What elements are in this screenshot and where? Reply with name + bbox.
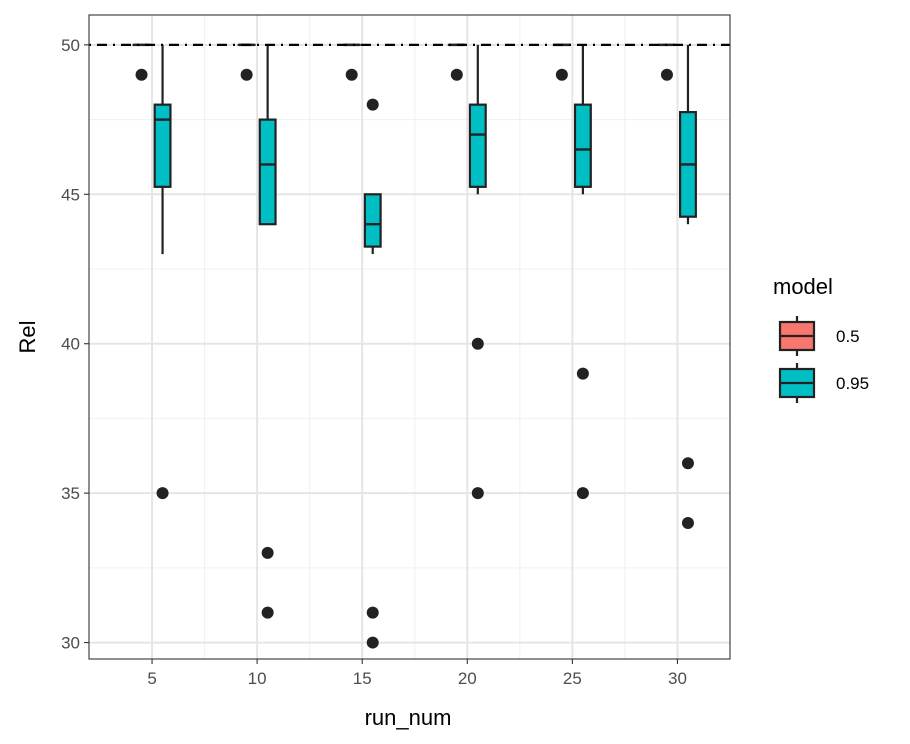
x-tick-label: 25 bbox=[563, 669, 582, 688]
outlier-point bbox=[261, 606, 274, 619]
outlier-point bbox=[681, 517, 694, 530]
y-tick-label: 50 bbox=[61, 36, 80, 55]
panel-border bbox=[88, 14, 731, 660]
outlier-point bbox=[555, 68, 568, 81]
legend-key-0.5: 0.5 bbox=[778, 316, 860, 356]
plot-panel bbox=[88, 14, 731, 660]
box-iqr bbox=[258, 118, 277, 226]
y-tick-label: 35 bbox=[61, 484, 80, 503]
box-iqr bbox=[363, 193, 382, 248]
boxplot-0.95-15.5 bbox=[363, 98, 382, 649]
legend-label-0.95: 0.95 bbox=[836, 374, 869, 393]
outlier-point bbox=[345, 68, 358, 81]
series-layer bbox=[132, 43, 697, 649]
outlier-point bbox=[240, 68, 253, 81]
boxplot-0.95-5.5 bbox=[153, 44, 172, 500]
series-0.95 bbox=[153, 44, 697, 649]
legend-keys: 0.5 0.95 bbox=[778, 316, 869, 403]
legend: model 0.5 0.95 bbox=[773, 274, 869, 403]
grid-minor bbox=[89, 15, 730, 659]
x-axis-title: run_num bbox=[365, 705, 452, 730]
x-tick-label: 10 bbox=[248, 669, 267, 688]
outlier-point bbox=[450, 68, 463, 81]
y-axis-title: Rel bbox=[15, 320, 40, 353]
x-tick-label: 5 bbox=[147, 669, 156, 688]
outlier-point bbox=[135, 68, 148, 81]
outlier-point bbox=[471, 487, 484, 500]
outlier-point bbox=[576, 367, 589, 380]
box-iqr bbox=[573, 103, 592, 188]
boxplot-0.5-19.5 bbox=[447, 43, 466, 81]
outlier-point bbox=[660, 68, 673, 81]
outlier-point bbox=[471, 337, 484, 350]
x-tick-label: 15 bbox=[353, 669, 372, 688]
outlier-point bbox=[261, 546, 274, 559]
outlier-point bbox=[576, 487, 589, 500]
y-axis: 30 35 40 45 50 bbox=[61, 36, 89, 653]
panel-background bbox=[89, 15, 730, 659]
y-tick-label: 30 bbox=[61, 634, 80, 653]
legend-key-0.95: 0.95 bbox=[778, 363, 869, 403]
box-iqr bbox=[153, 103, 172, 188]
boxplot-0.95-30.5 bbox=[678, 44, 697, 530]
y-tick-label: 40 bbox=[61, 335, 80, 354]
outlier-point bbox=[366, 636, 379, 649]
y-tick-label: 45 bbox=[61, 185, 80, 204]
outlier-point bbox=[156, 487, 169, 500]
legend-label-0.5: 0.5 bbox=[836, 327, 860, 346]
legend-title: model bbox=[773, 274, 833, 299]
outlier-point bbox=[366, 98, 379, 111]
x-tick-label: 30 bbox=[668, 669, 687, 688]
boxplot-0.95-10.5 bbox=[258, 44, 277, 619]
x-axis: 5 10 15 20 25 30 bbox=[147, 659, 687, 688]
outlier-point bbox=[681, 457, 694, 470]
outlier-point bbox=[366, 606, 379, 619]
x-tick-label: 20 bbox=[458, 669, 477, 688]
boxplot-0.95-25.5 bbox=[573, 44, 592, 500]
boxplot-0.95-20.5 bbox=[468, 44, 487, 500]
box-iqr bbox=[468, 103, 487, 188]
